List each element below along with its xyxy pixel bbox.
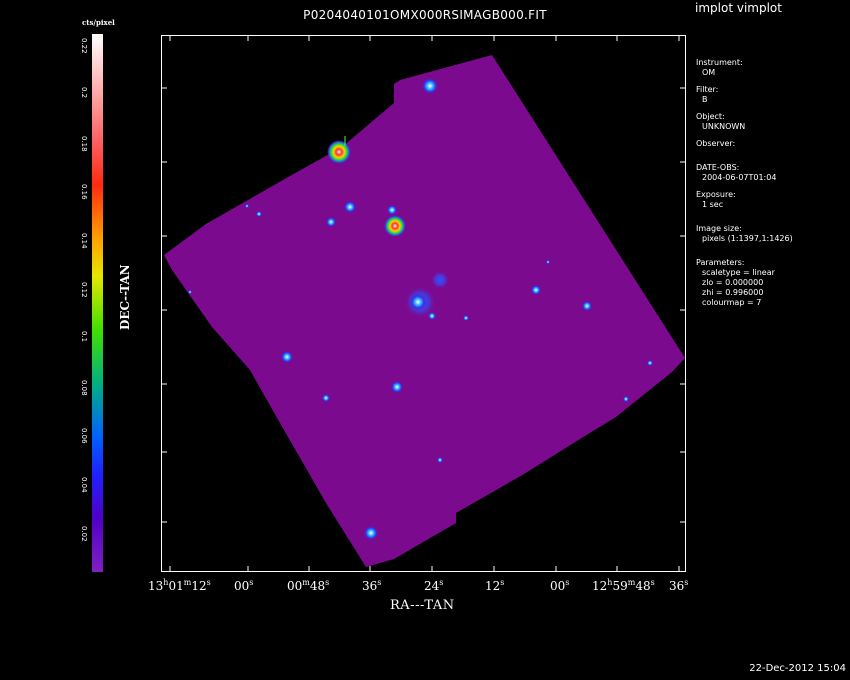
zlo-value: zlo = 0.000000 — [702, 278, 764, 287]
filter-value: B — [702, 95, 708, 104]
date-obs-label: DATE-OBS: — [696, 163, 740, 172]
colorbar — [92, 34, 103, 572]
timestamp: 22-Dec-2012 15:04 — [749, 663, 846, 674]
image-size-label: Image size: — [696, 224, 742, 233]
object-label: Object: — [696, 112, 725, 121]
filter-label: Filter: — [696, 85, 719, 94]
x-axis-label: RA---TAN — [390, 598, 455, 613]
image-size-value: pixels (1:1397,1:1426) — [702, 234, 793, 243]
x-tick-label: 13h01m12s — [148, 578, 211, 593]
colourmap-value: colourmap = 7 — [702, 298, 762, 307]
plot-title: P0204040101OMX000RSIMAGB000.FIT — [303, 8, 547, 22]
scaletype-value: scaletype = linear — [702, 268, 775, 277]
x-tick-label: 00s — [234, 578, 254, 593]
exposure-value: 1 sec — [702, 200, 724, 209]
colorbar-unit-label: cts/pixel — [82, 18, 115, 27]
date-obs-value: 2004-06-07T01:04 — [702, 173, 777, 182]
parameters-label: Parameters: — [696, 258, 745, 267]
x-tick-label: 00s — [550, 578, 570, 593]
app-title: implot vimplot — [695, 1, 782, 15]
info-panel: Instrument: OM Filter: B Object: UNKNOWN… — [696, 58, 793, 308]
x-tick-label: 36s — [669, 578, 689, 593]
zhi-value: zhi = 0.996000 — [702, 288, 764, 297]
sources — [188, 78, 653, 540]
exposure-label: Exposure: — [696, 190, 736, 199]
instrument-label: Instrument: — [696, 58, 743, 67]
x-tick-label: 12s — [485, 578, 505, 593]
plot-frame — [161, 35, 686, 572]
x-tick-label: 36s — [362, 578, 382, 593]
instrument-value: OM — [702, 68, 716, 77]
x-tick-label: 24s — [424, 578, 444, 593]
x-tick-label: 12h59m48s — [592, 578, 655, 593]
x-tick-label: 00m48s — [287, 578, 330, 593]
object-value: UNKNOWN — [702, 122, 746, 131]
observer-label: Observer: — [696, 139, 736, 148]
